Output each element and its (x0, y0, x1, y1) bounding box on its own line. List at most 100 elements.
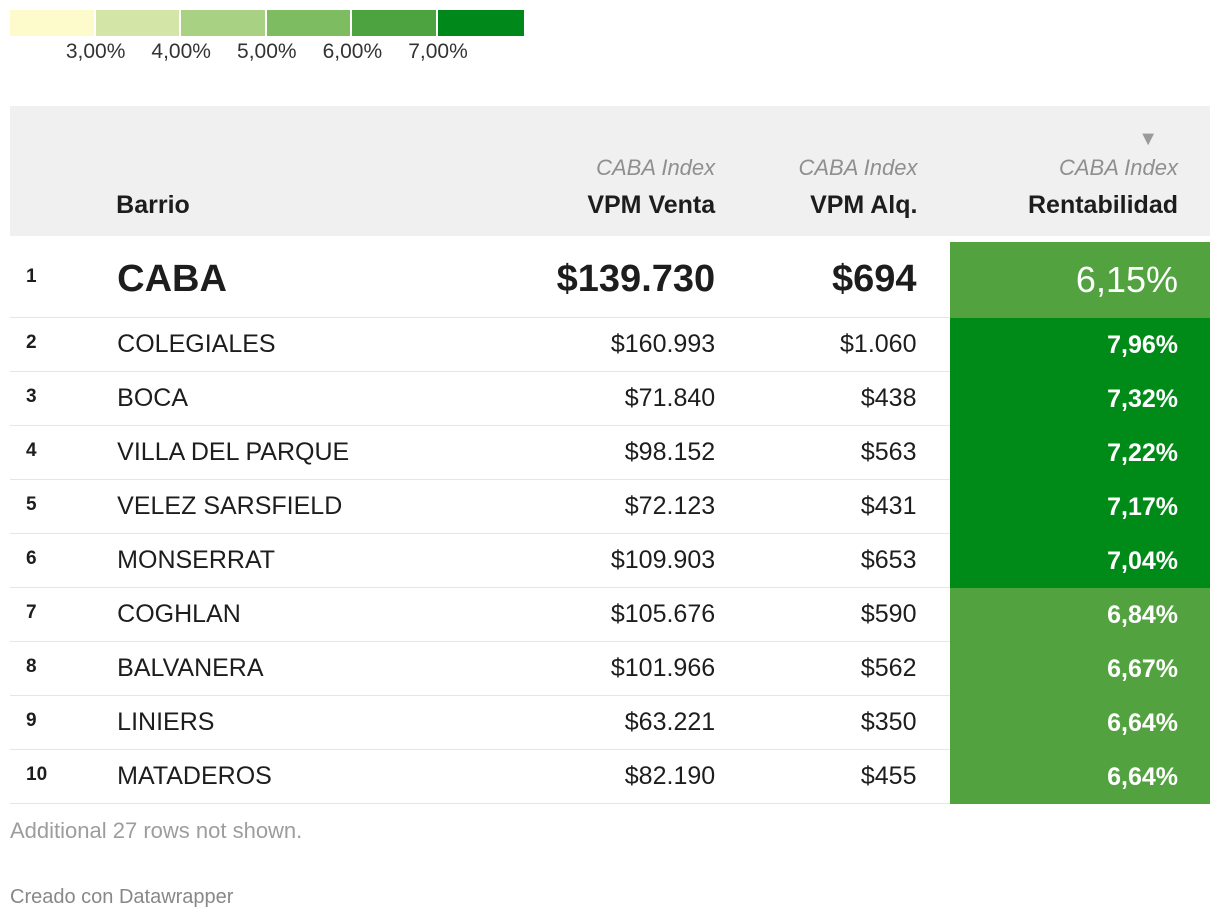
row-vpm-venta: $71.840 (446, 372, 716, 426)
row-barrio: MONSERRAT (116, 534, 447, 588)
row-rank: 10 (10, 750, 117, 804)
table-row: 9 LINIERS $63.221 $350 6,64% (10, 696, 1210, 750)
row-vpm-alq: $653 (715, 534, 918, 588)
table-row: 2 COLEGIALES $160.993 $1.060 7,96% (10, 318, 1210, 372)
header-barrio[interactable]: Barrio (116, 106, 447, 236)
row-rentabilidad: 6,64% (949, 696, 1210, 750)
row-rank: 2 (10, 318, 117, 372)
legend-swatch (352, 10, 438, 36)
row-rank: 9 (10, 696, 117, 750)
row-rank: 8 (10, 642, 117, 696)
row-rentabilidad: 7,04% (949, 534, 1210, 588)
legend-color-scale (10, 10, 524, 36)
row-vpm-alq: $562 (715, 642, 918, 696)
table-body: 1 CABA $139.730 $694 6,15% 2 COLEGIALES $160.99… (10, 236, 1210, 804)
header-rank (10, 106, 117, 236)
legend-swatch (266, 10, 353, 36)
row-barrio: BALVANERA (116, 642, 447, 696)
header-barrio-label: Barrio (116, 191, 190, 219)
row-rank: 5 (10, 480, 117, 534)
row-rank: 7 (10, 588, 117, 642)
row-vpm-alq: $563 (715, 426, 918, 480)
table-row: 6 MONSERRAT $109.903 $653 7,04% (10, 534, 1210, 588)
table-row: 5 VELEZ SARSFIELD $72.123 $431 7,17% (10, 480, 1210, 534)
legend-tick-label: 6,00% (322, 40, 383, 63)
row-vpm-venta: $139.730 (446, 242, 716, 318)
legend-swatch (181, 10, 267, 36)
row-vpm-alq: $350 (715, 696, 918, 750)
row-gap (917, 750, 950, 804)
row-gap (917, 242, 950, 318)
row-rentabilidad: 6,64% (949, 750, 1210, 804)
row-gap (917, 696, 950, 750)
header-alq-subtitle: CABA Index (798, 155, 918, 180)
row-barrio: VILLA DEL PARQUE (116, 426, 447, 480)
table-row: 8 BALVANERA $101.966 $562 6,67% (10, 642, 1210, 696)
row-rank: 1 (10, 242, 117, 318)
legend-ticks: 3,00% 4,00% 5,00% 6,00% 7,00% (10, 36, 524, 66)
row-gap (917, 534, 950, 588)
row-barrio: CABA (116, 242, 447, 318)
sort-descending-icon[interactable]: ▼ (1138, 128, 1158, 150)
header-vpm-alq[interactable]: CABA Index VPM Alq. (715, 106, 918, 236)
row-gap (917, 426, 950, 480)
row-barrio: COGHLAN (116, 588, 447, 642)
row-vpm-alq: $1.060 (715, 318, 918, 372)
row-rank: 4 (10, 426, 117, 480)
legend-swatch (10, 10, 96, 36)
row-vpm-venta: $72.123 (446, 480, 716, 534)
footnote: Additional 27 rows not shown. (10, 818, 303, 843)
table-row: 1 CABA $139.730 $694 6,15% (10, 242, 1210, 318)
row-rentabilidad: 7,96% (949, 318, 1210, 372)
header-alq-label: VPM Alq. (810, 191, 918, 219)
row-rentabilidad: 6,15% (949, 242, 1210, 318)
row-vpm-alq: $590 (715, 588, 918, 642)
row-vpm-alq: $694 (715, 242, 918, 318)
row-barrio: MATADEROS (116, 750, 447, 804)
credit-link[interactable]: Creado con Datawrapper (10, 886, 234, 908)
row-gap (917, 372, 950, 426)
row-vpm-venta: $98.152 (446, 426, 716, 480)
row-rentabilidad: 7,22% (949, 426, 1210, 480)
row-vpm-alq: $431 (715, 480, 918, 534)
row-vpm-venta: $109.903 (446, 534, 716, 588)
ranking-table: Barrio CABA Index VPM Venta CABA Index V… (10, 106, 1210, 804)
row-gap (917, 642, 950, 696)
row-barrio: BOCA (116, 372, 447, 426)
row-gap (917, 480, 950, 534)
legend-swatch (437, 10, 524, 36)
color-legend: 3,00% 4,00% 5,00% 6,00% 7,00% (10, 10, 524, 66)
header-rentabilidad[interactable]: ▼ CABA Index Rentabilidad (949, 106, 1210, 236)
table-row: 7 COGHLAN $105.676 $590 6,84% (10, 588, 1210, 642)
row-vpm-venta: $160.993 (446, 318, 716, 372)
table-row: 3 BOCA $71.840 $438 7,32% (10, 372, 1210, 426)
header-rent-subtitle: CABA Index (1058, 155, 1178, 180)
row-vpm-alq: $438 (715, 372, 918, 426)
legend-tick-label: 4,00% (151, 40, 211, 63)
row-barrio: LINIERS (116, 696, 447, 750)
legend-tick-label: 7,00% (408, 40, 468, 63)
header-venta-subtitle: CABA Index (596, 155, 716, 180)
row-rentabilidad: 6,84% (949, 588, 1210, 642)
legend-tick-label: 3,00% (65, 40, 126, 63)
table-row: 10 MATADEROS $82.190 $455 6,64% (10, 750, 1210, 804)
row-vpm-alq: $455 (715, 750, 918, 804)
row-vpm-venta: $82.190 (446, 750, 716, 804)
legend-swatch (95, 10, 182, 36)
header-gap (917, 106, 950, 236)
row-vpm-venta: $63.221 (446, 696, 716, 750)
row-rank: 6 (10, 534, 117, 588)
row-rentabilidad: 7,17% (949, 480, 1210, 534)
header-venta-label: VPM Venta (587, 191, 716, 219)
row-rank: 3 (10, 372, 117, 426)
header-vpm-venta[interactable]: CABA Index VPM Venta (446, 106, 716, 236)
row-gap (917, 588, 950, 642)
row-rentabilidad: 7,32% (949, 372, 1210, 426)
table-header-row: Barrio CABA Index VPM Venta CABA Index V… (10, 106, 1210, 236)
row-vpm-venta: $101.966 (446, 642, 716, 696)
row-barrio: COLEGIALES (116, 318, 447, 372)
row-vpm-venta: $105.676 (446, 588, 716, 642)
row-gap (917, 318, 950, 372)
row-barrio: VELEZ SARSFIELD (116, 480, 447, 534)
legend-tick-label: 5,00% (237, 40, 297, 63)
